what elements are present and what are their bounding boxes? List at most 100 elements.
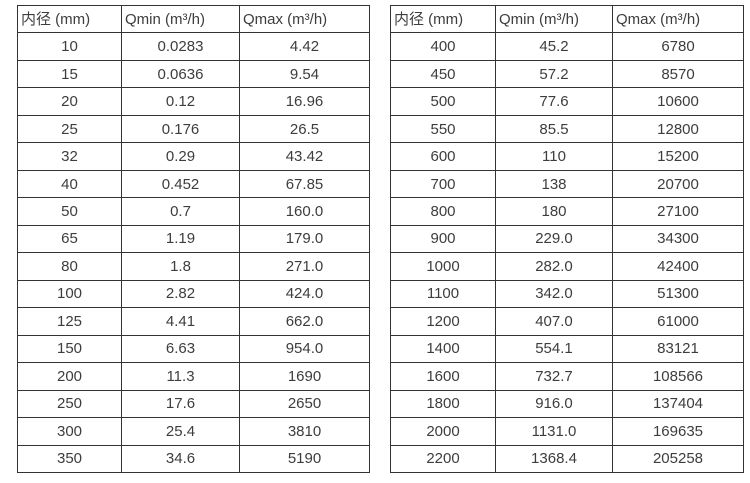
cell: 1100 <box>390 279 496 309</box>
table-row: 400 45.2 6780 <box>390 32 744 61</box>
cell: 179.0 <box>239 224 370 254</box>
cell: 1368.4 <box>495 444 613 473</box>
cell: 400 <box>390 32 496 61</box>
cell: 550 <box>390 114 496 144</box>
cell: 1690 <box>239 362 370 391</box>
table-row: 20 0.12 16.96 <box>17 87 370 116</box>
cell: 1400 <box>390 334 496 364</box>
cell: 20 <box>17 87 122 116</box>
cell: 342.0 <box>495 279 613 309</box>
cell: 169635 <box>612 417 744 446</box>
cell: 350 <box>17 444 122 473</box>
cell: 50 <box>17 197 122 226</box>
cell: 1131.0 <box>495 417 613 446</box>
table-row: 32 0.29 43.42 <box>17 142 370 171</box>
table-row: 15 0.0636 9.54 <box>17 59 370 89</box>
cell: 205258 <box>612 444 744 473</box>
cell: 5190 <box>239 444 370 473</box>
cell: 25.4 <box>121 417 240 446</box>
cell: 12800 <box>612 114 744 144</box>
table-row: 500 77.6 10600 <box>390 87 744 116</box>
cell: 20700 <box>612 169 744 199</box>
cell: 80 <box>17 252 122 281</box>
cell: 42400 <box>612 252 744 281</box>
cell: 900 <box>390 224 496 254</box>
column-header: Qmin (m³/h) <box>495 4 613 34</box>
cell: 8570 <box>612 59 744 89</box>
cell: 0.12 <box>121 87 240 116</box>
cell: 6.63 <box>121 334 240 364</box>
cell: 150 <box>17 334 122 364</box>
cell: 85.5 <box>495 114 613 144</box>
cell: 34300 <box>612 224 744 254</box>
cell: 83121 <box>612 334 744 364</box>
table-row: 1200 407.0 61000 <box>390 307 744 336</box>
table-row: 40 0.452 67.85 <box>17 169 370 199</box>
table-row: 10 0.0283 4.42 <box>17 32 370 61</box>
cell: 0.452 <box>121 169 240 199</box>
cell: 4.42 <box>239 32 370 61</box>
table-row: 2200 1368.4 205258 <box>390 444 744 473</box>
cell: 61000 <box>612 307 744 336</box>
cell: 4.41 <box>121 307 240 336</box>
cell: 500 <box>390 87 496 116</box>
cell: 229.0 <box>495 224 613 254</box>
table-row: 1000 282.0 42400 <box>390 252 744 281</box>
table-row: 100 2.82 424.0 <box>17 279 370 309</box>
column-header: 内径 (mm) <box>390 4 496 34</box>
table-row: 900 229.0 34300 <box>390 224 744 254</box>
cell: 2650 <box>239 389 370 419</box>
header-row: 内径 (mm) Qmin (m³/h) Qmax (m³/h) <box>390 4 744 34</box>
cell: 34.6 <box>121 444 240 473</box>
table-row: 350 34.6 5190 <box>17 444 370 473</box>
cell: 65 <box>17 224 122 254</box>
cell: 180 <box>495 197 613 226</box>
cell: 662.0 <box>239 307 370 336</box>
cell: 9.54 <box>239 59 370 89</box>
column-header: 内径 (mm) <box>17 4 122 34</box>
cell: 10600 <box>612 87 744 116</box>
cell: 954.0 <box>239 334 370 364</box>
table-row: 450 57.2 8570 <box>390 59 744 89</box>
cell: 732.7 <box>495 362 613 391</box>
table-row: 550 85.5 12800 <box>390 114 744 144</box>
cell: 1200 <box>390 307 496 336</box>
cell: 26.5 <box>239 114 370 144</box>
cell: 57.2 <box>495 59 613 89</box>
cell: 6780 <box>612 32 744 61</box>
cell: 800 <box>390 197 496 226</box>
table-row: 800 180 27100 <box>390 197 744 226</box>
column-header: Qmax (m³/h) <box>239 4 370 34</box>
cell: 271.0 <box>239 252 370 281</box>
cell: 600 <box>390 142 496 171</box>
cell: 25 <box>17 114 122 144</box>
cell: 250 <box>17 389 122 419</box>
cell: 1.8 <box>121 252 240 281</box>
cell: 1.19 <box>121 224 240 254</box>
cell: 916.0 <box>495 389 613 419</box>
cell: 2200 <box>390 444 496 473</box>
cell: 43.42 <box>239 142 370 171</box>
cell: 160.0 <box>239 197 370 226</box>
cell: 200 <box>17 362 122 391</box>
cell: 108566 <box>612 362 744 391</box>
cell: 17.6 <box>121 389 240 419</box>
table-row: 1800 916.0 137404 <box>390 389 744 419</box>
cell: 2000 <box>390 417 496 446</box>
column-header: Qmax (m³/h) <box>612 4 744 34</box>
cell: 32 <box>17 142 122 171</box>
cell: 450 <box>390 59 496 89</box>
cell: 110 <box>495 142 613 171</box>
table-row: 200 11.3 1690 <box>17 362 370 391</box>
cell: 138 <box>495 169 613 199</box>
cell: 11.3 <box>121 362 240 391</box>
cell: 424.0 <box>239 279 370 309</box>
table-row: 2000 1131.0 169635 <box>390 417 744 446</box>
table-row: 1400 554.1 83121 <box>390 334 744 364</box>
cell: 2.82 <box>121 279 240 309</box>
cell: 27100 <box>612 197 744 226</box>
cell: 1000 <box>390 252 496 281</box>
table-row: 65 1.19 179.0 <box>17 224 370 254</box>
cell: 15 <box>17 59 122 89</box>
